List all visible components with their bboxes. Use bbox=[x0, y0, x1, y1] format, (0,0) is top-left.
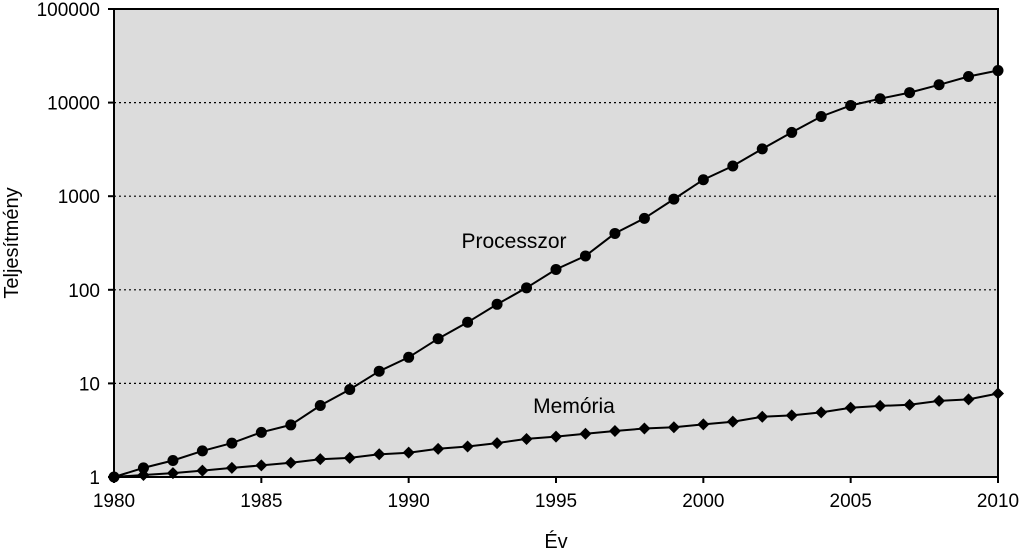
data-point-memoria bbox=[933, 394, 946, 407]
data-point-memoria bbox=[166, 467, 179, 480]
data-point-memoria bbox=[903, 398, 916, 411]
data-point-processzor bbox=[963, 71, 975, 83]
data-point-processzor bbox=[314, 400, 326, 412]
data-point-processzor bbox=[462, 316, 474, 328]
data-point-processzor bbox=[727, 160, 739, 172]
data-point-memoria bbox=[992, 387, 1004, 400]
data-point-memoria bbox=[137, 469, 150, 482]
data-point-processzor bbox=[638, 212, 650, 224]
data-point-memoria bbox=[373, 448, 386, 461]
data-point-memoria bbox=[844, 401, 857, 414]
x-tick-label: 1990 bbox=[388, 491, 430, 512]
data-point-processzor bbox=[904, 87, 916, 99]
y-axis: 1 10 100 1000 10000 100000 bbox=[37, 0, 114, 489]
data-point-processzor bbox=[668, 193, 680, 205]
data-point-memoria bbox=[196, 464, 209, 477]
data-point-memoria bbox=[962, 393, 975, 406]
data-point-processzor bbox=[167, 455, 179, 467]
data-point-memoria bbox=[785, 409, 798, 422]
data-point-processzor bbox=[845, 100, 857, 112]
data-point-processzor bbox=[226, 437, 238, 449]
data-point-memoria bbox=[667, 421, 680, 434]
x-axis: 1980 1985 1990 1995 2000 2005 2010 bbox=[93, 477, 1019, 512]
data-point-memoria bbox=[461, 440, 474, 453]
data-point-memoria bbox=[697, 418, 710, 431]
y-tick-label: 1000 bbox=[58, 187, 100, 208]
data-point-processzor bbox=[373, 365, 385, 377]
data-point-memoria bbox=[815, 406, 828, 419]
data-point-processzor bbox=[609, 227, 621, 239]
data-point-memoria bbox=[314, 453, 327, 466]
data-point-processzor bbox=[786, 126, 798, 138]
data-point-processzor bbox=[137, 462, 149, 474]
y-tick-label: 10000 bbox=[47, 94, 100, 115]
data-point-processzor bbox=[403, 351, 415, 363]
data-point-memoria bbox=[491, 437, 504, 450]
data-point-processzor bbox=[285, 419, 297, 431]
data-point-memoria bbox=[550, 430, 562, 443]
data-point-processzor bbox=[521, 282, 533, 294]
data-point-processzor bbox=[344, 384, 356, 396]
series-label-processzor: Processzor bbox=[461, 230, 566, 253]
y-tick-label: 1 bbox=[89, 468, 100, 489]
x-tick-label: 2010 bbox=[977, 491, 1019, 512]
data-point-memoria bbox=[255, 459, 268, 472]
x-tick-label: 2000 bbox=[682, 491, 724, 512]
plot-area bbox=[113, 8, 999, 478]
data-point-memoria bbox=[756, 410, 769, 423]
data-point-processzor bbox=[933, 79, 945, 91]
x-tick-label: 1985 bbox=[240, 491, 282, 512]
data-point-memoria bbox=[726, 415, 739, 428]
x-tick-label: 1980 bbox=[93, 491, 135, 512]
data-point-memoria bbox=[608, 425, 621, 438]
data-point-processzor bbox=[432, 333, 444, 345]
data-point-processzor bbox=[550, 263, 562, 275]
data-point-memoria bbox=[402, 446, 415, 459]
data-point-memoria bbox=[874, 399, 887, 412]
data-point-processzor bbox=[874, 93, 886, 105]
x-tick-label: 2005 bbox=[830, 491, 872, 512]
data-point-processzor bbox=[196, 445, 208, 457]
y-tick-label: 10 bbox=[79, 374, 100, 395]
data-point-processzor bbox=[255, 426, 267, 438]
data-point-processzor bbox=[756, 143, 768, 155]
series-layer bbox=[108, 65, 1004, 483]
data-point-memoria bbox=[225, 461, 238, 474]
y-tick-label: 100 bbox=[68, 281, 100, 302]
data-point-memoria bbox=[520, 432, 533, 445]
y-tick-label: 100000 bbox=[37, 0, 100, 21]
data-point-processzor bbox=[697, 174, 709, 186]
data-point-processzor bbox=[815, 111, 827, 123]
y-axis-title: Teljesítmény bbox=[1, 187, 23, 298]
data-point-memoria bbox=[108, 471, 120, 483]
data-point-memoria bbox=[284, 456, 297, 469]
data-point-memoria bbox=[638, 422, 651, 435]
data-point-processzor bbox=[992, 65, 1004, 77]
data-point-memoria bbox=[432, 442, 445, 455]
data-point-memoria bbox=[579, 427, 592, 440]
data-point-processzor bbox=[491, 298, 503, 310]
x-tick-label: 1995 bbox=[535, 491, 577, 512]
data-point-memoria bbox=[343, 451, 356, 464]
data-point-processzor bbox=[579, 250, 591, 262]
x-axis-title: Év bbox=[544, 530, 567, 553]
series-label-memoria: Memória bbox=[533, 395, 615, 418]
